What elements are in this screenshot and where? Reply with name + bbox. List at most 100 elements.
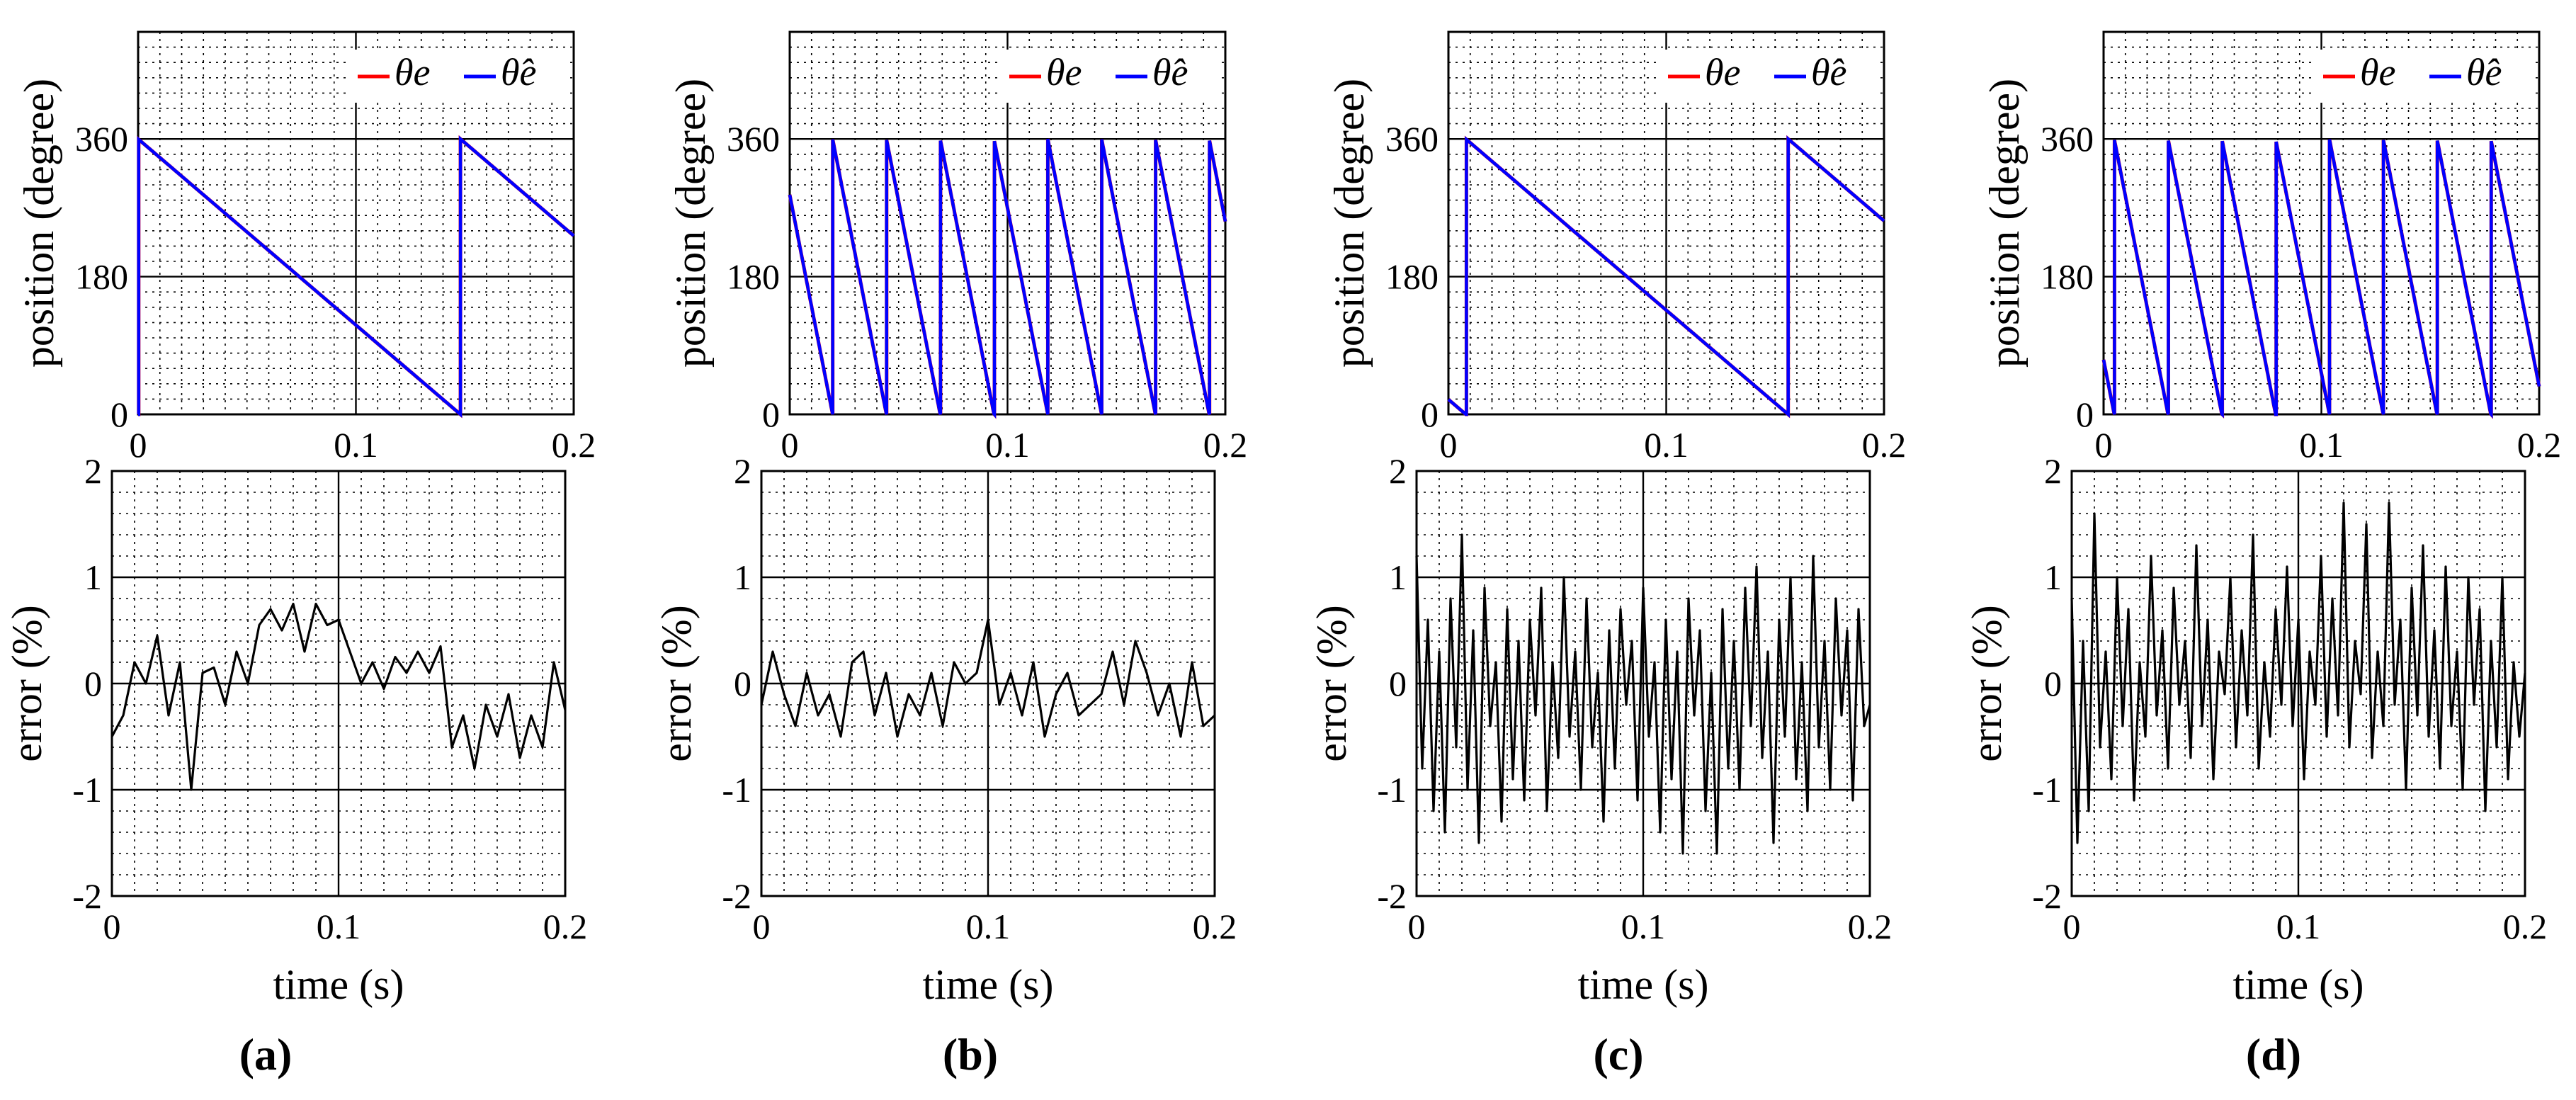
- y-tick-label: -1: [1377, 770, 1407, 810]
- legend-label-theta-e-hat: θ̂e: [1811, 51, 1847, 93]
- error-series-line: [760, 618, 1216, 738]
- y-tick-label: 1: [2044, 557, 2062, 597]
- panels-layer: 0 0.1 0.2 0 180 360 position (degree) θe θ̂e 0 0.1…: [4, 30, 2562, 1008]
- legend-label-theta-e: θe: [1046, 51, 1082, 93]
- y-tick-label: 0: [110, 395, 128, 434]
- chart-a-position: 0 0.1 0.2 0 180 360 position (degree) θe θ̂e: [16, 30, 596, 465]
- y-tick-label: 180: [2041, 257, 2094, 297]
- y-tick-label: 180: [1385, 257, 1439, 297]
- major-grid: [761, 471, 1215, 896]
- y-tick-label: 0: [2076, 395, 2094, 434]
- series-theta-e-hat-line: [137, 135, 575, 418]
- x-tick-label: 0.1: [2299, 425, 2344, 465]
- y-tick-label: -1: [722, 770, 751, 810]
- y-tick-label: 0: [1389, 664, 1407, 703]
- y-tick-label: -1: [2032, 770, 2062, 810]
- y-tick-label: 2: [2044, 451, 2062, 491]
- y-tick-label: 2: [84, 451, 102, 491]
- y-tick-label: 0: [84, 664, 102, 703]
- x-tick-label: 0.2: [552, 425, 596, 465]
- legend-label-theta-e: θe: [1705, 51, 1741, 93]
- chart-d-error: 0 0.1 0.2 -2 -1 0 1 2 error (%) time (s): [1963, 451, 2547, 1008]
- x-tick-label: 0: [781, 425, 799, 465]
- caption-c: (c): [1593, 1029, 1643, 1079]
- caption-a: (a): [239, 1029, 293, 1079]
- chart-d-position: 0 0.1 0.2 0 180 360 position (degree) θe θ̂e: [1981, 30, 2562, 465]
- x-tick-label: 0.2: [1193, 907, 1237, 946]
- y-tick-label: -2: [72, 876, 102, 916]
- legend-label-theta-e-hat: θ̂e: [501, 51, 537, 93]
- y-tick-label: -1: [72, 770, 102, 810]
- x-tick-label: 0.1: [966, 907, 1011, 946]
- y-tick-label: 1: [734, 557, 751, 597]
- y-axis-label: error (%): [653, 605, 700, 762]
- y-tick-label: -2: [1377, 876, 1407, 916]
- y-tick-label: -2: [722, 876, 751, 916]
- chart-c-position: 0 0.1 0.2 0 180 360 position (degree) θe θ̂e: [1326, 30, 1907, 465]
- x-axis-label: time (s): [1578, 961, 1709, 1008]
- x-tick-label: 0.2: [543, 907, 588, 946]
- y-tick-label: 180: [727, 257, 780, 297]
- axes-frame: [1447, 30, 1885, 416]
- error-series-line: [110, 602, 567, 791]
- y-tick-label: 360: [1385, 119, 1439, 159]
- error-series-line: [2070, 501, 2526, 844]
- x-tick-label: 0.1: [334, 425, 378, 465]
- legend: θe θ̂e: [1661, 50, 1880, 103]
- y-axis-label: position (degree): [667, 79, 714, 368]
- legend: θe θ̂e: [351, 50, 570, 103]
- legend-label-theta-e: θe: [395, 51, 431, 93]
- x-tick-label: 0.1: [317, 907, 361, 946]
- legend-label-theta-e-hat: θ̂e: [1152, 51, 1188, 93]
- y-tick-label: 360: [75, 119, 128, 159]
- x-tick-label: 0.1: [1644, 425, 1689, 465]
- x-tick-label: 0.2: [2503, 907, 2548, 946]
- y-axis-label: error (%): [1308, 605, 1355, 762]
- y-axis-label: position (degree): [1326, 79, 1373, 368]
- caption-d: (d): [2246, 1029, 2301, 1079]
- y-tick-label: 0: [762, 395, 780, 434]
- legend-label-theta-e-hat: θ̂e: [2466, 51, 2502, 93]
- legend: θe θ̂e: [2316, 50, 2536, 103]
- y-tick-label: 1: [1389, 557, 1407, 597]
- y-tick-label: 0: [734, 664, 751, 703]
- error-series-line: [1415, 533, 1871, 855]
- chart-b-position: 0 0.1 0.2 0 180 360 position (degree) θe θ̂e: [667, 30, 1248, 465]
- axes-frame: [788, 30, 1227, 416]
- x-tick-label: 0: [1408, 907, 1426, 946]
- x-tick-label: 0.1: [2276, 907, 2321, 946]
- y-axis-label: position (degree): [16, 79, 62, 368]
- x-tick-label: 0: [103, 907, 121, 946]
- x-tick-label: 0.1: [985, 425, 1030, 465]
- y-tick-label: 2: [1389, 451, 1407, 491]
- y-tick-label: 0: [1421, 395, 1439, 434]
- axes-frame: [1415, 470, 1871, 897]
- y-tick-label: 0: [2044, 664, 2062, 703]
- y-axis-label: position (degree): [1981, 79, 2028, 368]
- x-tick-label: 0: [2063, 907, 2081, 946]
- x-tick-label: 0.1: [1621, 907, 1666, 946]
- legend-label-theta-e: θe: [2360, 51, 2396, 93]
- y-tick-label: 180: [75, 257, 128, 297]
- series-theta-e-hat-line: [788, 138, 1227, 419]
- x-tick-label: 0.2: [1203, 425, 1248, 465]
- legend: θe θ̂e: [1002, 50, 1222, 103]
- x-tick-label: 0: [130, 425, 147, 465]
- series-theta-e-hat-line: [1447, 135, 1885, 418]
- axes-frame: [760, 470, 1216, 897]
- x-axis-label: time (s): [273, 961, 404, 1008]
- chart-a-error: 0 0.1 0.2 -2 -1 0 1 2 error (%) time (s): [4, 451, 587, 1008]
- x-tick-label: 0.2: [2517, 425, 2562, 465]
- x-axis-label: time (s): [2233, 961, 2364, 1008]
- major-grid: [112, 471, 565, 896]
- caption-b: (b): [943, 1029, 998, 1079]
- y-tick-label: 2: [734, 451, 751, 491]
- chart-b-error: 0 0.1 0.2 -2 -1 0 1 2 error (%) time (s): [653, 451, 1237, 1008]
- y-axis-label: error (%): [1963, 605, 2010, 762]
- x-tick-label: 0: [1440, 425, 1458, 465]
- x-tick-label: 0.2: [1848, 907, 1893, 946]
- y-tick-label: 360: [2041, 119, 2094, 159]
- y-tick-label: 360: [727, 119, 780, 159]
- x-tick-label: 0.2: [1862, 425, 1907, 465]
- y-tick-label: 1: [84, 557, 102, 597]
